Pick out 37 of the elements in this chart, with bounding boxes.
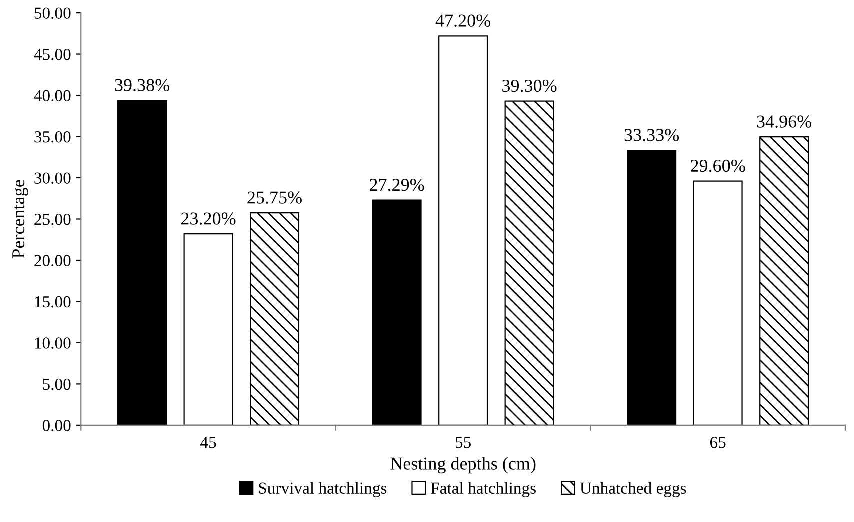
data-label: 47.20% — [436, 14, 491, 27]
bar — [250, 212, 300, 426]
x-tick-label: 65 — [710, 437, 726, 448]
y-tick-label: 45.00 — [34, 48, 71, 60]
bar — [693, 180, 743, 426]
data-label: 34.96% — [757, 116, 812, 128]
y-tick-label: 10.00 — [35, 338, 71, 349]
x-tick-label: 45 — [200, 437, 216, 448]
y-tick-label: 40.00 — [34, 90, 71, 102]
legend-label: Survival hatchlings — [259, 482, 387, 498]
bar — [184, 234, 234, 426]
legend-label: Unhatched eggs — [580, 482, 686, 498]
y-tick-label: 35.00 — [34, 131, 71, 143]
x-axis-title: Nesting depths (cm) — [390, 457, 536, 474]
data-label: 39.30% — [502, 80, 557, 92]
bar — [438, 36, 488, 426]
data-label: 33.33% — [624, 129, 680, 142]
data-label: 29.60% — [691, 160, 746, 172]
bar — [760, 136, 810, 426]
x-tick-label: 55 — [456, 437, 471, 448]
y-tick-label: 20.00 — [34, 255, 71, 266]
y-tick-label: 0.00 — [42, 420, 71, 432]
data-label: 25.75% — [248, 192, 302, 204]
bar — [372, 200, 422, 426]
y-tick-label: 50.00 — [34, 8, 71, 20]
y-tick-label: 25.00 — [34, 214, 71, 226]
legend-label: Fatal hatchlings — [431, 482, 536, 498]
data-label: 27.29% — [370, 178, 424, 192]
y-tick-label: 15.00 — [35, 296, 71, 308]
y-axis-title: Percentage — [12, 180, 28, 258]
bar — [627, 150, 677, 426]
y-tick-label: 30.00 — [34, 172, 71, 184]
data-label: 23.20% — [181, 212, 236, 225]
y-tick-label: 5.00 — [43, 378, 71, 390]
bar — [118, 100, 168, 426]
data-label: 39.38% — [115, 79, 170, 92]
bar — [504, 100, 554, 426]
